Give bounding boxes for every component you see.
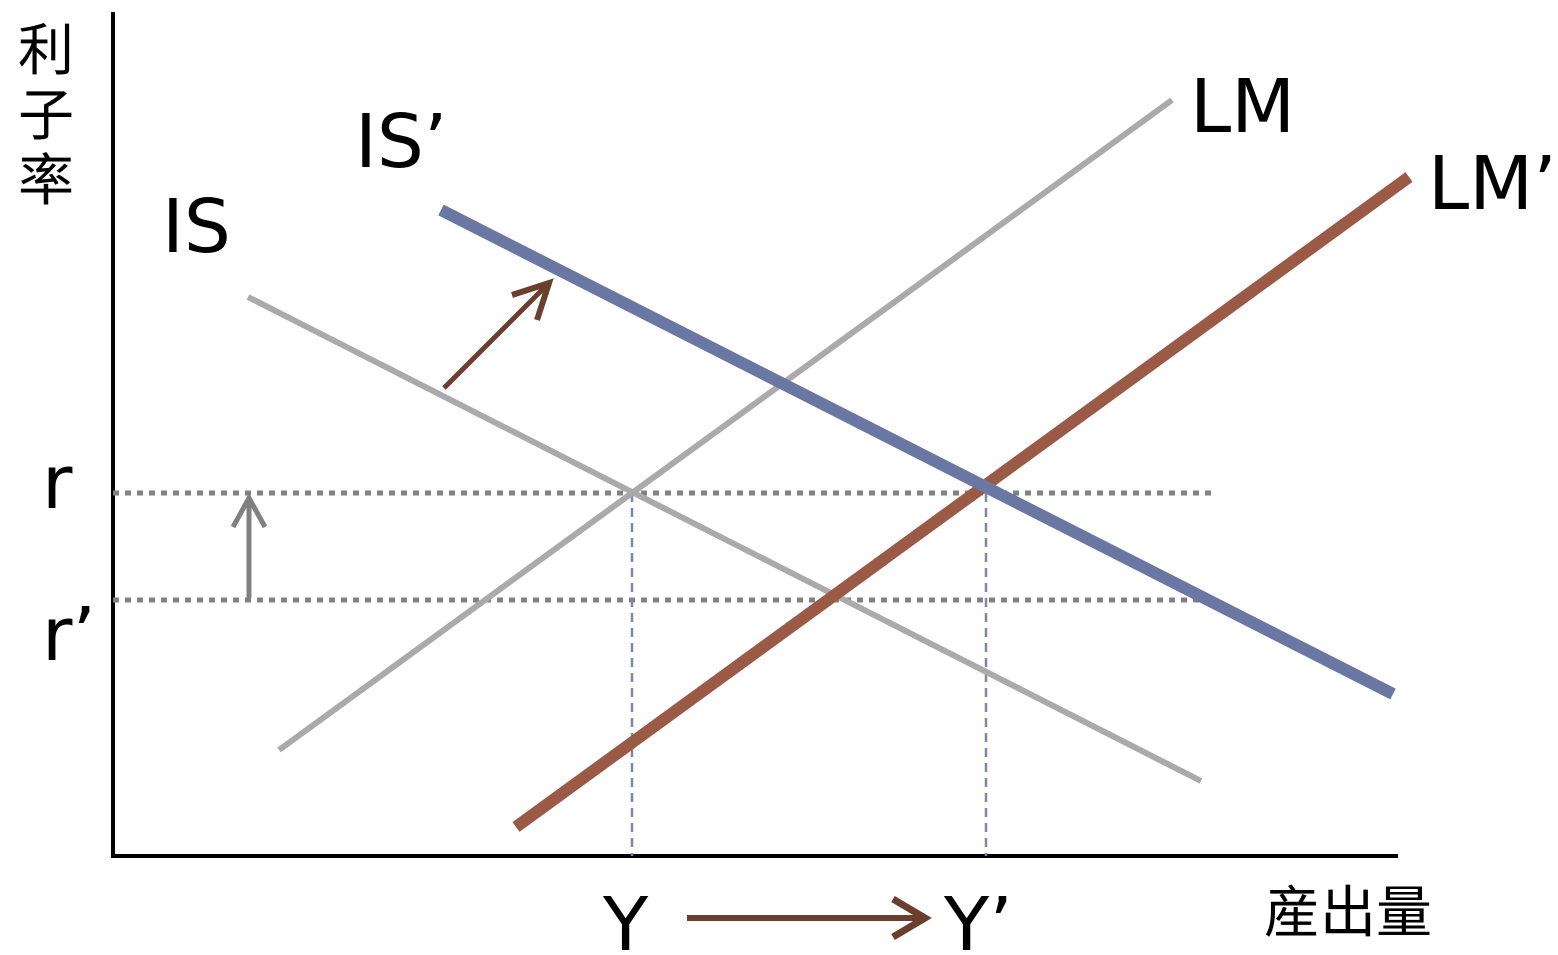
y-axis-label-char-1: 利 [18, 19, 74, 84]
y-label: Y [602, 882, 649, 955]
is-prime-curve-label: IS’ [355, 99, 447, 185]
lm-curve-label: LM [1190, 64, 1295, 150]
y-axis-label-char-2: 子 [18, 84, 74, 149]
y-prime-label: Y’ [943, 882, 1013, 955]
r-prime-label: r’ [42, 592, 96, 678]
y-axis-label-char-3: 率 [18, 149, 74, 214]
r-label: r [42, 440, 73, 526]
lm-prime-curve-label: LM’ [1428, 141, 1557, 227]
lm-curve [277, 97, 1174, 753]
x-axis-label: 産出量 [1264, 881, 1432, 946]
rate-rise-arrowhead [230, 492, 268, 529]
is-prime-curve [438, 204, 1396, 700]
is-shift-arrow [442, 285, 547, 390]
lm-prime-curve [512, 172, 1413, 832]
is-curve-label: IS [162, 184, 231, 270]
is-shift-arrowhead [511, 278, 554, 321]
output-increase-arrowhead [891, 895, 932, 941]
is-curve [246, 294, 1203, 784]
